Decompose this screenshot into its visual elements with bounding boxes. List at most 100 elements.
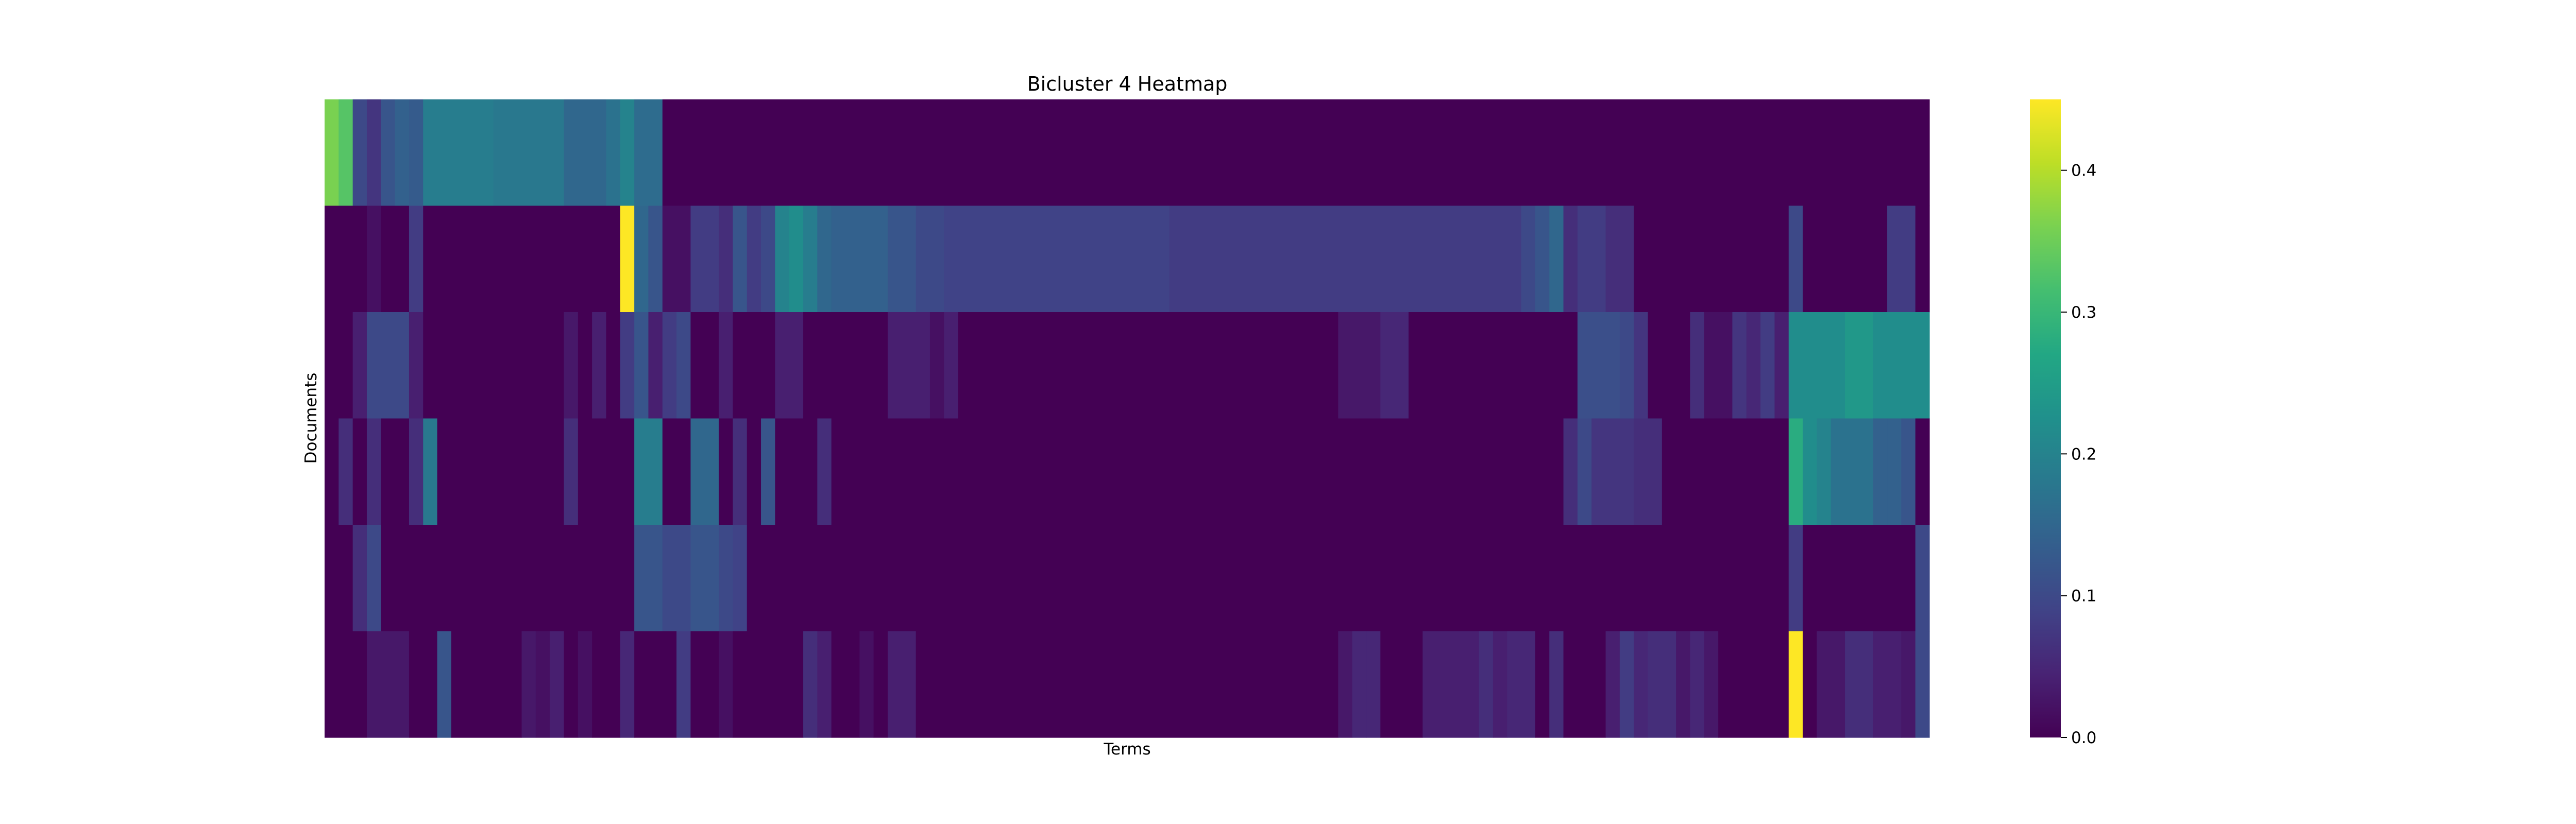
heatmap-cell-r1-s9 bbox=[690, 205, 719, 313]
heatmap-cell-r2-s15 bbox=[719, 312, 734, 419]
heatmap-cell-r3-s11 bbox=[662, 418, 691, 525]
heatmap-cell-r3-s18 bbox=[817, 418, 832, 525]
colorbar-tick-label: 0.2 bbox=[2071, 445, 2096, 464]
heatmap-cell-r5-s0 bbox=[325, 631, 367, 738]
heatmap-cell-r1-s34 bbox=[1915, 205, 1930, 313]
heatmap-cell-r1-s25 bbox=[1535, 205, 1550, 313]
heatmap-cell-r4-s4 bbox=[634, 525, 663, 632]
heatmap-cell-r1-s19 bbox=[887, 205, 917, 313]
heatmap-cell-r5-s19 bbox=[817, 631, 832, 738]
heatmap-cell-r5-s49 bbox=[1901, 631, 1916, 738]
heatmap-cell-r3-s32 bbox=[1915, 418, 1930, 525]
heatmap-cell-r1-s28 bbox=[1577, 205, 1606, 313]
heatmap-cell-r0-s13 bbox=[662, 99, 1930, 207]
heatmap-cell-r1-s16 bbox=[803, 205, 818, 313]
heatmap-cell-r2-s31 bbox=[1704, 312, 1733, 419]
heatmap-cell-r4-s12 bbox=[1915, 525, 1930, 632]
heatmap-cell-r1-s6 bbox=[634, 205, 649, 313]
heatmap-cell-r1-s2 bbox=[381, 205, 410, 313]
heatmap-cell-r1-s31 bbox=[1788, 205, 1803, 313]
heatmap-cell-r1-s8 bbox=[662, 205, 691, 313]
heatmap-cell-r2-s30 bbox=[1690, 312, 1705, 419]
heatmap-cell-r0-s6 bbox=[409, 99, 423, 207]
heatmap-cell-r1-s7 bbox=[648, 205, 663, 313]
heatmap-cell-r0-s3 bbox=[366, 99, 381, 207]
heatmap-cell-r2-s38 bbox=[1873, 312, 1930, 419]
heatmap-cell-r3-s2 bbox=[352, 418, 367, 525]
heatmap-cell-r4-s10 bbox=[1788, 525, 1803, 632]
heatmap-cell-r3-s8 bbox=[564, 418, 579, 525]
heatmap-cell-r5-s15 bbox=[690, 631, 719, 738]
heatmap-cell-r1-s26 bbox=[1549, 205, 1564, 313]
heatmap-cell-r2-s19 bbox=[887, 312, 930, 419]
heatmap-cell-r5-s33 bbox=[1535, 631, 1550, 738]
heatmap-cell-r3-s22 bbox=[1591, 418, 1634, 525]
heatmap-cell-r0-s8 bbox=[493, 99, 565, 207]
heatmap-cell-r3-s19 bbox=[831, 418, 1564, 525]
heatmap-cell-r2-s27 bbox=[1619, 312, 1634, 419]
heatmap-cell-r0-s9 bbox=[564, 99, 607, 207]
colorbar-tick-label: 0.0 bbox=[2071, 729, 2096, 747]
heatmap-cell-r0-s4 bbox=[381, 99, 396, 207]
heatmap-cell-r4-s1 bbox=[352, 525, 367, 632]
heatmap-cell-r5-s1 bbox=[366, 631, 381, 738]
heatmap-cell-r4-s7 bbox=[719, 525, 734, 632]
heatmap-cell-r2-s26 bbox=[1577, 312, 1620, 419]
heatmap-cell-r2-s6 bbox=[578, 312, 592, 419]
chart-title: Bicluster 4 Heatmap bbox=[1027, 73, 1228, 95]
heatmap-cell-r2-s2 bbox=[366, 312, 410, 419]
heatmap-cell-r3-s29 bbox=[1873, 418, 1888, 525]
heatmap-cell-r2-s32 bbox=[1732, 312, 1747, 419]
heatmap-cell-r1-s1 bbox=[366, 205, 381, 313]
heatmap-cell-r2-s37 bbox=[1845, 312, 1874, 419]
heatmap-cell-r5-s32 bbox=[1507, 631, 1536, 738]
heatmap-cell-r5-s48 bbox=[1873, 631, 1902, 738]
heatmap-cell-r5-s28 bbox=[1380, 631, 1423, 738]
colorbar-tick-label: 0.3 bbox=[2071, 303, 2096, 322]
heatmap-cell-r0-s5 bbox=[395, 99, 410, 207]
heatmap-cell-r5-s30 bbox=[1479, 631, 1494, 738]
heatmap-cell-r5-s6 bbox=[521, 631, 536, 738]
heatmap-cell-r5-s44 bbox=[1788, 631, 1803, 738]
heatmap-cell-r1-s33 bbox=[1887, 205, 1916, 313]
heatmap-cell-r2-s0 bbox=[325, 312, 353, 419]
heatmap-cell-r2-s29 bbox=[1648, 312, 1691, 419]
heatmap-cell-r5-s35 bbox=[1563, 631, 1606, 738]
heatmap-cell-r3-s16 bbox=[761, 418, 775, 525]
heatmap-cell-r5-s7 bbox=[535, 631, 550, 738]
heatmap-cell-r3-s26 bbox=[1803, 418, 1817, 525]
x-axis-label: Terms bbox=[1103, 740, 1150, 759]
heatmap-cell-r5-s13 bbox=[634, 631, 677, 738]
heatmap-cell-r3-s20 bbox=[1563, 418, 1578, 525]
heatmap-cell-r1-s23 bbox=[1338, 205, 1522, 313]
heatmap-cell-r2-s7 bbox=[592, 312, 607, 419]
heatmap-cell-r2-s20 bbox=[929, 312, 944, 419]
heatmap-cell-r1-s14 bbox=[775, 205, 790, 313]
heatmap-cell-r5-s37 bbox=[1619, 631, 1634, 738]
heatmap-cell-r3-s23 bbox=[1634, 418, 1663, 525]
heatmap-cell-r5-s29 bbox=[1422, 631, 1480, 738]
heatmap-cell-r2-s36 bbox=[1788, 312, 1845, 419]
heatmap-cell-r1-s13 bbox=[761, 205, 775, 313]
heatmap-cell-r5-s41 bbox=[1690, 631, 1705, 738]
heatmap-cell-r1-s24 bbox=[1521, 205, 1536, 313]
heatmap-cell-r2-s5 bbox=[564, 312, 579, 419]
heatmap-cell-r2-s34 bbox=[1760, 312, 1775, 419]
heatmap-cell-r4-s8 bbox=[733, 525, 748, 632]
heatmap-cell-r5-s40 bbox=[1676, 631, 1691, 738]
heatmap-cell-r5-s11 bbox=[592, 631, 621, 738]
heatmap-cell-r5-s38 bbox=[1634, 631, 1649, 738]
heatmap-cell-r5-s24 bbox=[916, 631, 1338, 738]
heatmap-cell-r3-s4 bbox=[381, 418, 410, 525]
heatmap-cell-r5-s4 bbox=[437, 631, 452, 738]
heatmap-cell-r1-s3 bbox=[409, 205, 423, 313]
heatmap-cell-r5-s9 bbox=[564, 631, 579, 738]
heatmap-cell-r3-s28 bbox=[1831, 418, 1874, 525]
heatmap-cell-r2-s33 bbox=[1746, 312, 1761, 419]
heatmap-cell-r5-s25 bbox=[1338, 631, 1353, 738]
heatmap-cell-r2-s28 bbox=[1634, 312, 1649, 419]
heatmap-cell-r3-s17 bbox=[775, 418, 818, 525]
heatmap-cell-r3-s6 bbox=[423, 418, 438, 525]
heatmap-cell-r2-s1 bbox=[352, 312, 367, 419]
